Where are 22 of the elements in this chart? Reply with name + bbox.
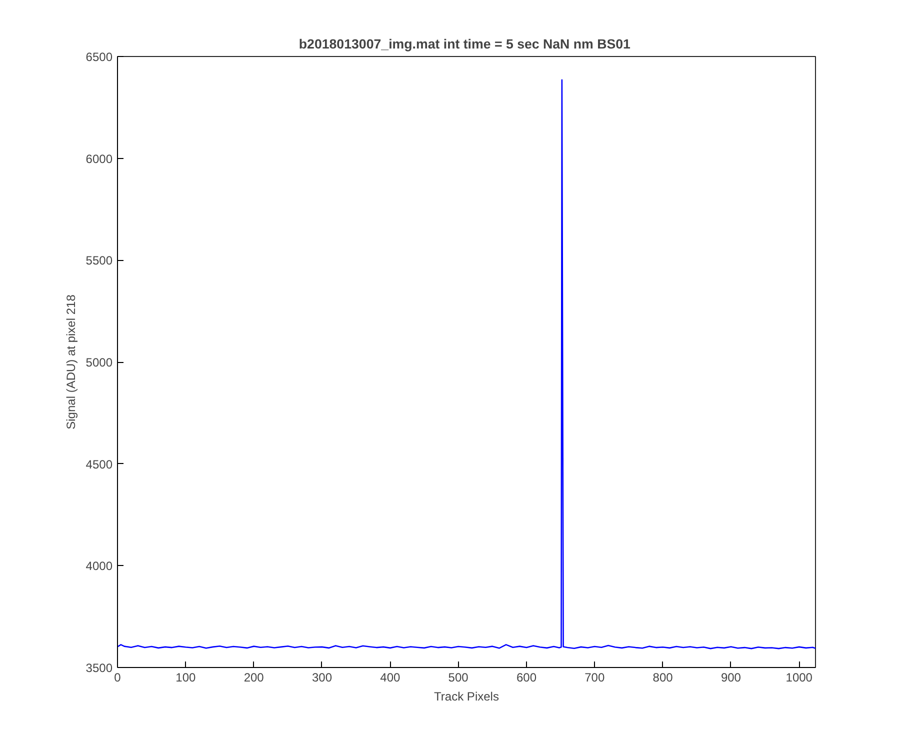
- y-tick-label: 6000: [86, 152, 113, 166]
- x-tick-label: 0: [114, 670, 122, 684]
- x-tick-label: 900: [720, 670, 742, 684]
- y-tick-label: 5000: [86, 356, 113, 370]
- x-tick-label: 400: [380, 670, 400, 684]
- y-tick-label: 4000: [86, 559, 113, 574]
- x-tick-label: 300: [312, 670, 332, 684]
- x-tick-label: 100: [176, 670, 196, 684]
- x-tick-label: 1000: [786, 670, 813, 684]
- y-tick-label: 6500: [86, 50, 113, 64]
- x-tick-label: 200: [244, 670, 264, 684]
- y-tick-label: 3500: [86, 661, 113, 675]
- line-series: [118, 79, 816, 650]
- y-tick-label: 4500: [86, 457, 113, 472]
- x-tick-label: 800: [652, 670, 674, 684]
- x-tick-label: 500: [448, 670, 469, 684]
- y-tick-label: 5500: [86, 254, 113, 268]
- y-axis-title: Signal (ADU) at pixel 218: [64, 294, 78, 430]
- x-axis-title: Track Pixels: [434, 690, 499, 704]
- x-tick-label: 700: [584, 670, 605, 684]
- x-tick-label: 600: [516, 670, 537, 684]
- chart-title: b2018013007_img.mat int time = 5 sec NaN nm BS01: [298, 36, 631, 52]
